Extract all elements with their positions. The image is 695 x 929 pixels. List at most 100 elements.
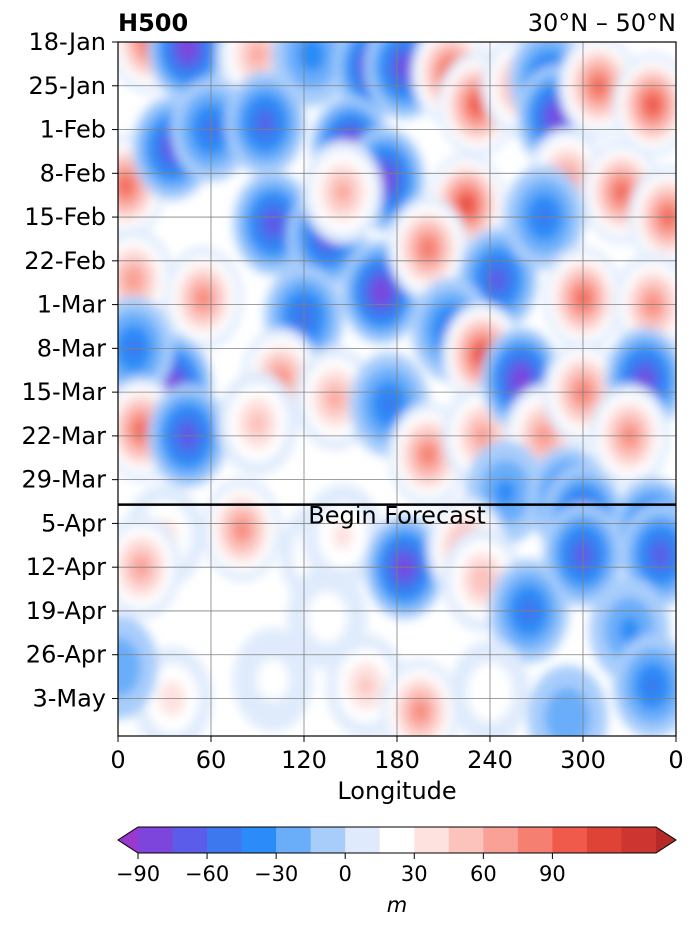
anomaly-contour <box>617 186 626 198</box>
anomaly-contour <box>469 563 495 596</box>
anomaly-contour <box>329 390 341 406</box>
colorbar: −90 −60 −30 0 30 60 90 <box>116 826 677 886</box>
colorbar-swatch <box>483 827 519 853</box>
anomaly-blob <box>271 42 352 107</box>
anomaly-blob <box>302 140 383 245</box>
anomaly-contour <box>470 95 485 114</box>
colorbar-swatch <box>448 827 484 853</box>
anomaly-contour <box>257 658 289 701</box>
colorbar-tick-label: −60 <box>185 862 229 886</box>
colorbar-tick-label: 0 <box>339 862 352 886</box>
y-tick-label: 3-May <box>32 684 106 712</box>
anomaly-contour <box>419 237 437 260</box>
anomaly-contour <box>358 676 374 696</box>
plot-area <box>118 42 676 736</box>
anomaly-blob <box>388 196 468 301</box>
anomaly-contour <box>640 373 650 386</box>
anomaly-contour <box>123 266 144 293</box>
forecast-label: Begin Forecast <box>308 502 486 530</box>
anomaly-contour <box>373 281 390 304</box>
y-tick-label: 26-Apr <box>26 641 106 669</box>
colorbar-swatch <box>379 827 415 853</box>
anomaly-blob <box>380 659 461 736</box>
y-tick-label: 15-Feb <box>24 203 106 231</box>
anomaly-contour <box>247 410 268 437</box>
grid-lines <box>118 42 676 736</box>
anomaly-contour <box>645 676 661 696</box>
anomaly-contour <box>619 616 640 643</box>
anomaly-blob <box>225 71 306 176</box>
anomaly-contour <box>337 184 349 200</box>
x-tick-label: 180 <box>374 746 420 774</box>
colorbar-extend-min <box>118 827 138 853</box>
colorbar-outline <box>117 826 677 854</box>
anomaly-blob <box>527 665 608 736</box>
anomaly-contour <box>179 42 197 60</box>
anomaly-blob <box>163 246 244 351</box>
x-axis-ticks: 0 60 120 180 240 300 0 <box>110 736 684 774</box>
y-tick-label: 1-Mar <box>37 291 106 319</box>
anomaly-blob <box>118 615 158 720</box>
anomaly-blob <box>302 483 383 588</box>
colorbar-extend-max <box>656 827 676 853</box>
anomaly-contour <box>478 349 487 360</box>
anomaly-contour <box>307 591 348 644</box>
chart-title-left: H500 <box>118 9 188 37</box>
colorbar-swatch <box>552 827 588 853</box>
anomaly-contour <box>137 424 146 435</box>
anomaly-contour <box>544 687 591 736</box>
x-axis-label: Longitude <box>337 777 456 805</box>
anomaly-contour <box>415 704 425 718</box>
anomaly-contour <box>495 479 516 506</box>
colorbar-swatch <box>241 827 277 853</box>
anomaly-blob <box>217 371 298 476</box>
y-axis-ticks: 18-Jan 25-Jan 1-Feb 8-Feb 15-Feb 22-Feb 1-Mar 8… <box>22 28 118 712</box>
anomaly-field <box>118 42 676 736</box>
y-tick-label: 5-Apr <box>41 509 106 537</box>
y-tick-label: 8-Mar <box>37 334 106 362</box>
x-tick-label: 120 <box>281 746 327 774</box>
anomaly-contour <box>381 395 397 415</box>
x-tick-label: 0 <box>668 746 683 774</box>
anomaly-contour <box>512 368 530 391</box>
anomaly-contour <box>489 269 506 290</box>
anomaly-contour <box>645 95 661 114</box>
colorbar-swatch <box>586 827 623 853</box>
colorbar-swatch <box>345 827 381 853</box>
x-tick-label: 300 <box>560 746 606 774</box>
y-tick-label: 1-Feb <box>40 116 106 144</box>
colorbar-swatch <box>138 827 174 853</box>
colorbar-swatch <box>517 827 553 853</box>
anomaly-blob <box>202 477 282 582</box>
anomaly-blob <box>612 52 676 157</box>
y-tick-label: 22-Mar <box>22 422 107 450</box>
colorbar-swatch <box>276 827 312 853</box>
colorbar-tick-label: 30 <box>401 862 428 886</box>
y-tick-label: 22-Feb <box>24 247 106 275</box>
anomaly-contour <box>549 108 564 126</box>
y-tick-label: 15-Mar <box>22 378 107 406</box>
colorbar-tick-label: 60 <box>470 862 497 886</box>
anomaly-contour <box>118 637 141 697</box>
colorbar-tick-label: −90 <box>116 862 160 886</box>
anomaly-blob <box>612 633 676 736</box>
colorbar-swatch <box>207 827 243 853</box>
x-tick-label: 240 <box>467 746 513 774</box>
anomaly-contour <box>332 522 353 549</box>
anomaly-contour <box>298 42 326 72</box>
anomaly-contour <box>251 47 264 62</box>
anomaly-contour <box>121 180 130 192</box>
x-tick-label: 60 <box>196 746 227 774</box>
y-tick-label: 25-Jan <box>28 72 106 100</box>
anomaly-contour <box>259 115 271 131</box>
y-tick-label: 19-Apr <box>26 597 106 625</box>
anomaly-contour <box>652 544 669 566</box>
colorbar-label: m <box>387 893 407 917</box>
colorbar-tick-label: 90 <box>539 862 566 886</box>
colorbar-swatch <box>172 827 208 853</box>
y-tick-label: 8-Feb <box>40 159 106 187</box>
anomaly-contour <box>263 210 283 237</box>
y-tick-label: 12-Apr <box>26 553 106 581</box>
anomaly-contour <box>237 523 247 536</box>
